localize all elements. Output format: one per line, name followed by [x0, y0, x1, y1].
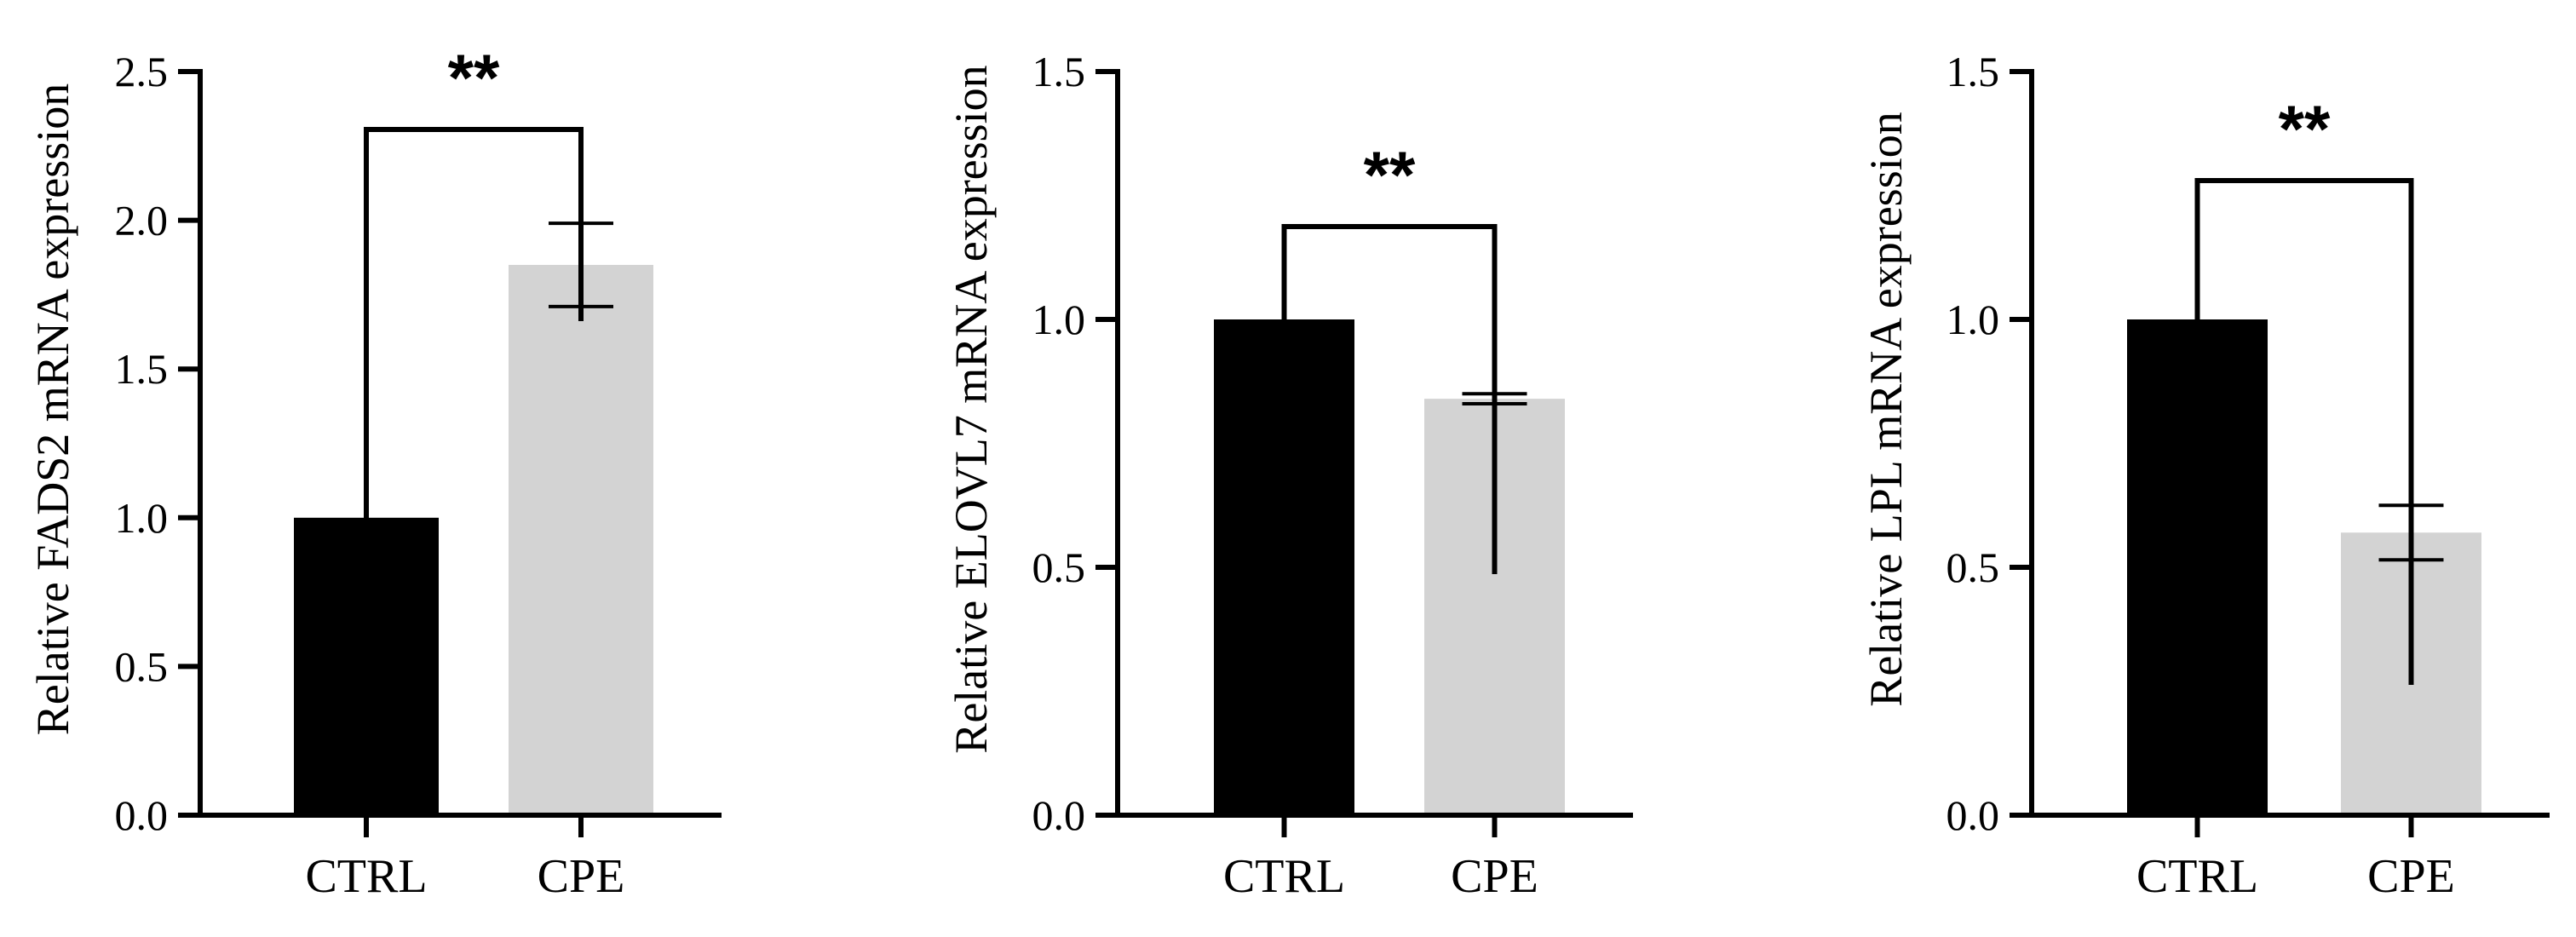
y-tick-label: 0.5 — [1946, 543, 2000, 591]
y-tick-label: 2.5 — [115, 48, 169, 95]
y-tick-label: 0.0 — [1032, 791, 1086, 839]
y-tick-label: 0.0 — [1946, 791, 2000, 839]
x-tick-label-cpe: CPE — [538, 850, 625, 903]
significance-bracket — [2194, 178, 2414, 685]
x-tick-label-cpe: CPE — [2367, 850, 2455, 903]
significance-bracket — [1281, 224, 1498, 574]
chart-panel-2: 0.0 0.5 1.0 1.5 CTRL CPE Relative ELOVL7 mRNA … — [946, 48, 1633, 903]
x-tick-label-cpe: CPE — [1451, 850, 1538, 903]
y-tick-label: 1.0 — [1946, 296, 2000, 343]
significance-label: ** — [448, 40, 500, 115]
y-tick-label: 0.0 — [115, 791, 169, 839]
y-tick-label: 1.0 — [115, 494, 169, 542]
y-tick-label: 1.5 — [1946, 48, 2000, 95]
chart-panel-3: 0.0 0.5 1.0 1.5 CTRL CPE Relative LPL mRNA exp… — [1860, 48, 2550, 903]
y-tick-label: 1.5 — [115, 345, 169, 393]
y-tick-label: 1.0 — [1032, 296, 1086, 343]
bar-cpe — [509, 264, 653, 816]
y-tick-label: 1.5 — [1032, 48, 1086, 95]
y-tick-label: 2.0 — [115, 197, 169, 244]
significance-label: ** — [1364, 137, 1416, 212]
x-tick-label-ctrl: CTRL — [305, 850, 427, 903]
chart-panel-1: 0.0 0.5 1.0 1.5 2.0 2.5 CTRL CPE Relative FADS2 … — [27, 40, 722, 903]
y-axis-label: Relative ELOVL7 mRNA expression — [946, 65, 997, 753]
y-tick-label: 0.5 — [115, 642, 169, 690]
significance-label: ** — [2279, 91, 2331, 166]
significance-bracket — [364, 127, 584, 606]
y-axis-label: Relative FADS2 mRNA expression — [27, 83, 78, 735]
x-tick-label-ctrl: CTRL — [2136, 850, 2258, 903]
y-axis-label: Relative LPL mRNA expression — [1860, 112, 1912, 706]
y-tick-label: 0.5 — [1032, 543, 1086, 591]
x-tick-label-ctrl: CTRL — [1223, 850, 1345, 903]
